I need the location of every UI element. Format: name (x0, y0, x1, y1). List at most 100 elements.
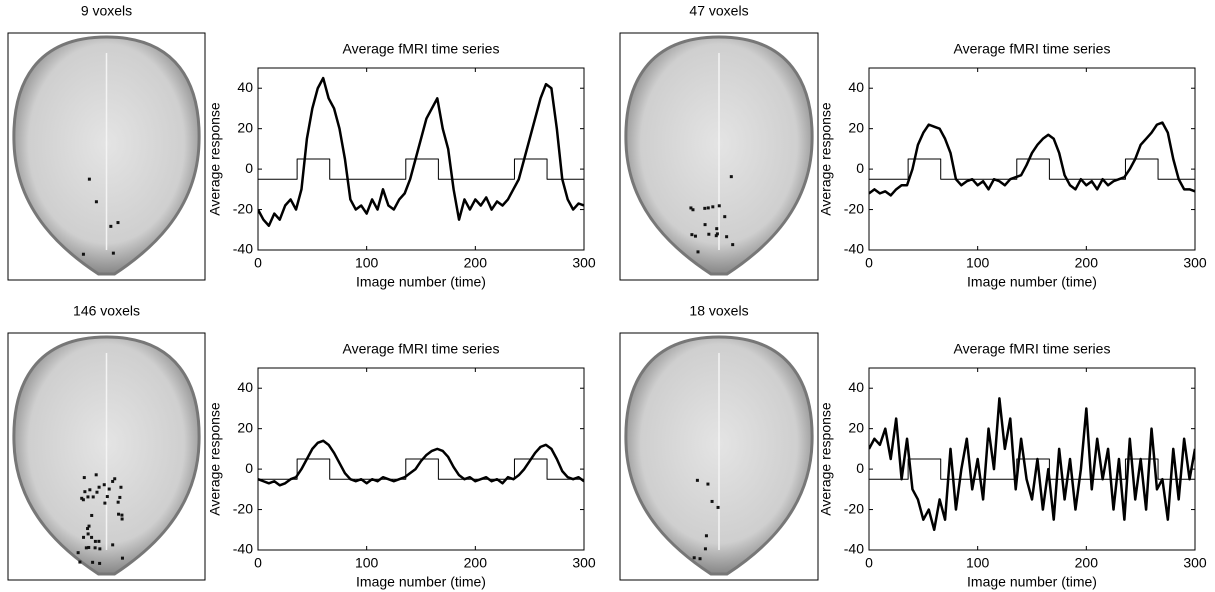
active-voxel (111, 251, 115, 255)
y-tick-label: -40 (844, 541, 864, 557)
active-voxel (717, 204, 721, 208)
active-voxel (689, 206, 693, 210)
x-tick-label: 300 (572, 255, 596, 271)
active-voxel (704, 534, 708, 538)
x-axis-label: Image number (time) (356, 574, 486, 590)
active-voxel (706, 206, 710, 210)
active-voxel (120, 513, 124, 517)
active-voxel (87, 524, 91, 528)
y-tick-label: 0 (856, 160, 864, 176)
x-tick-label: 200 (1075, 255, 1099, 271)
active-voxel (111, 543, 115, 547)
active-voxel (82, 535, 86, 539)
y-tick-label: 0 (245, 460, 253, 476)
active-voxel (703, 547, 707, 551)
active-voxel (86, 532, 90, 536)
y-tick-label: 0 (245, 160, 253, 176)
x-tick-label: 0 (254, 555, 262, 571)
x-tick-label: 0 (865, 255, 873, 271)
y-axis-label: Average response (818, 402, 834, 516)
active-voxel (723, 215, 727, 219)
active-voxel (111, 479, 115, 483)
active-voxel (93, 546, 97, 550)
y-tick-label: -40 (233, 541, 253, 557)
response-line (258, 76, 584, 227)
y-tick-label: -20 (233, 200, 253, 216)
x-tick-label: 100 (966, 555, 990, 571)
active-voxel (81, 252, 85, 256)
active-voxel (706, 482, 710, 486)
image-title: 18 voxels (689, 303, 748, 319)
y-tick-label: 40 (237, 379, 253, 395)
active-voxel (102, 483, 106, 487)
active-voxel (715, 227, 719, 231)
active-voxel (90, 535, 94, 539)
active-voxel (81, 498, 85, 502)
active-voxel (78, 560, 82, 564)
active-voxel (98, 547, 102, 551)
active-voxel (725, 235, 729, 239)
active-voxel (91, 495, 95, 499)
x-tick-label: 100 (355, 555, 379, 571)
y-tick-label: 40 (848, 379, 864, 395)
plot-frame (257, 367, 585, 551)
active-voxel (695, 478, 699, 482)
active-voxel (703, 223, 707, 227)
active-voxel (94, 200, 98, 204)
active-voxel (97, 539, 101, 543)
active-voxel (76, 551, 80, 555)
stimulus-line (869, 458, 1195, 480)
active-voxel (120, 556, 124, 560)
active-voxel (116, 500, 120, 504)
active-voxel (731, 243, 735, 247)
active-voxel (86, 495, 90, 499)
active-voxel (90, 513, 94, 517)
active-voxel (105, 495, 109, 499)
active-voxel (93, 539, 97, 543)
active-voxel (696, 250, 700, 254)
plot-frame (868, 367, 1196, 551)
active-voxel (714, 234, 718, 238)
active-voxel (109, 224, 113, 228)
active-voxel (87, 545, 91, 549)
plot-frame (257, 67, 585, 251)
y-axis-label: Average response (207, 402, 223, 516)
active-voxel (91, 560, 95, 564)
active-voxel (80, 496, 84, 500)
y-tick-label: 40 (848, 79, 864, 95)
chart-title: Average fMRI time series (954, 341, 1111, 357)
active-voxel (692, 556, 696, 560)
response-line (869, 121, 1195, 197)
active-voxel (707, 232, 711, 236)
active-voxel (107, 487, 111, 491)
x-tick-label: 200 (464, 555, 488, 571)
active-voxel (87, 177, 91, 181)
x-tick-label: 300 (572, 555, 596, 571)
active-voxel (698, 557, 702, 561)
y-axis-label: Average response (818, 102, 834, 216)
x-tick-label: 0 (865, 555, 873, 571)
y-tick-label: 40 (237, 79, 253, 95)
active-voxel (98, 561, 102, 565)
active-voxel (84, 546, 88, 550)
y-tick-label: -20 (844, 200, 864, 216)
y-tick-label: -40 (844, 241, 864, 257)
y-tick-label: 0 (856, 460, 864, 476)
image-title: 9 voxels (81, 3, 132, 19)
active-voxel (693, 234, 697, 238)
plot-frame (868, 67, 1196, 251)
active-voxel (716, 505, 720, 509)
x-axis-label: Image number (time) (967, 274, 1097, 290)
response-line (258, 439, 584, 487)
active-voxel (88, 488, 92, 492)
y-tick-label: 20 (237, 119, 253, 135)
stimulus-line (869, 158, 1195, 180)
y-tick-label: 20 (237, 419, 253, 435)
active-voxel (94, 473, 98, 477)
y-axis-label: Average response (207, 102, 223, 216)
active-voxel (715, 232, 719, 236)
active-voxel (703, 206, 707, 210)
active-voxel (729, 175, 733, 179)
response-line (869, 397, 1195, 532)
